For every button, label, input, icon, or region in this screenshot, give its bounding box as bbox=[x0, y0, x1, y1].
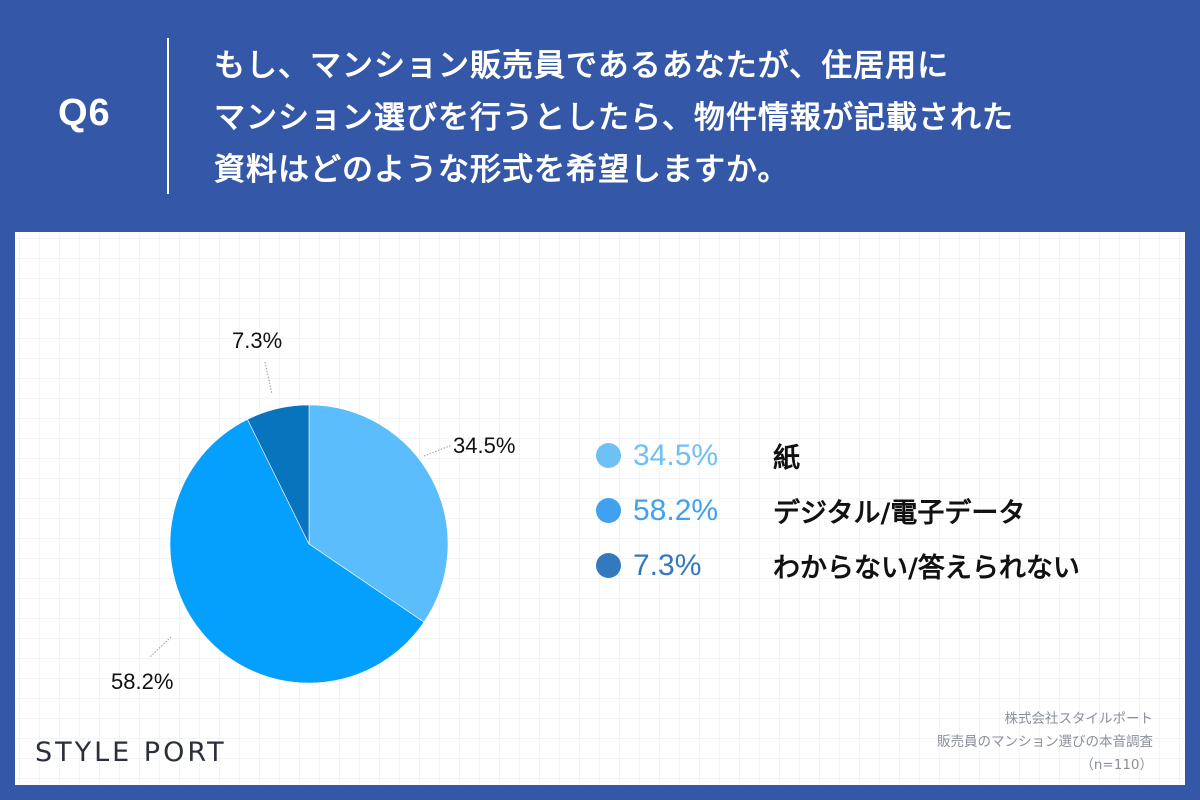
question-number: Q6 bbox=[58, 92, 111, 134]
legend-item-unknown: 7.3% わからない/答えられない bbox=[596, 538, 1080, 593]
leader-lines bbox=[149, 361, 453, 658]
pie-label-digital: 58.2% bbox=[111, 669, 174, 694]
source-sample-size: （n=110） bbox=[1080, 757, 1153, 773]
legend-dot-icon bbox=[596, 443, 621, 468]
chart-card: 7.3% 34.5% 58.2% 34.5% 紙 58.2% デジタル/電子デー… bbox=[15, 232, 1185, 785]
pie-slice-paper bbox=[308, 404, 449, 623]
legend-label: わからない/答えられない bbox=[773, 553, 1080, 584]
source-survey: 販売員のマンション選びの本音調査 bbox=[937, 734, 1153, 750]
pie-label-unknown: 7.3% bbox=[232, 328, 283, 353]
source-company: 株式会社スタイルポート bbox=[1004, 711, 1154, 727]
pie-slice-digital bbox=[169, 418, 425, 684]
leader-line-digital bbox=[149, 636, 172, 658]
legend-dot-icon bbox=[596, 553, 621, 578]
style-port-logo: STYLE PORT bbox=[35, 737, 227, 768]
legend-item-paper: 34.5% 紙 bbox=[596, 428, 1080, 483]
legend-dot-icon bbox=[596, 498, 621, 523]
header-divider bbox=[167, 38, 169, 194]
legend-item-digital: 58.2% デジタル/電子データ bbox=[596, 483, 1080, 538]
question-line: 資料はどのような形式を希望しますか。 bbox=[214, 152, 790, 188]
legend-percent: 58.2% bbox=[633, 493, 719, 527]
question-header: Q6 もし、マンション販売員であるあなたが、住居用に マンション選びを行うとした… bbox=[0, 0, 1200, 232]
pie-slices bbox=[169, 404, 449, 684]
leader-line-unknown bbox=[264, 361, 273, 395]
pie-label-paper: 34.5% bbox=[453, 433, 516, 458]
legend-percent: 34.5% bbox=[633, 438, 719, 472]
chart-legend: 34.5% 紙 58.2% デジタル/電子データ 7.3% わからない/答えられ… bbox=[596, 428, 1080, 593]
pie-chart bbox=[149, 361, 453, 684]
leader-line-paper bbox=[423, 444, 453, 457]
pie-slice-unknown bbox=[247, 404, 310, 545]
question-line: もし、マンション販売員であるあなたが、住居用に bbox=[214, 48, 950, 84]
legend-label: デジタル/電子データ bbox=[773, 498, 1026, 529]
question-text: もし、マンション販売員であるあなたが、住居用に マンション選びを行うとしたら、物… bbox=[214, 40, 1164, 196]
question-line: マンション選びを行うとしたら、物件情報が記載された bbox=[214, 100, 1014, 136]
legend-label: 紙 bbox=[773, 443, 800, 474]
legend-percent: 7.3% bbox=[633, 548, 702, 582]
source-note: 株式会社スタイルポート 販売員のマンション選びの本音調査 （n=110） bbox=[937, 708, 1153, 777]
